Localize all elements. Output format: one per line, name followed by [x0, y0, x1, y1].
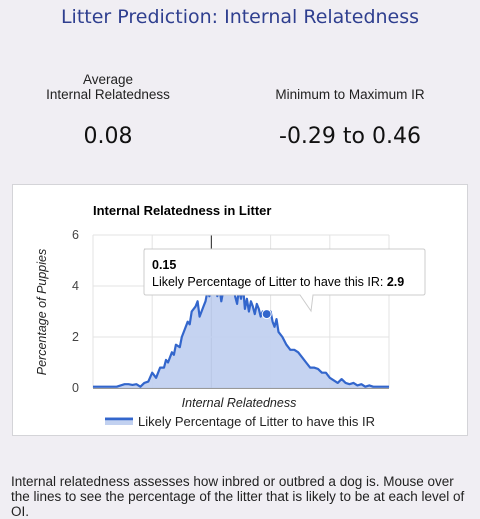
data-point[interactable]: [243, 307, 247, 311]
data-point[interactable]: [131, 383, 135, 387]
tooltip-label: Likely Percentage of Litter to have this…: [152, 275, 387, 289]
data-point[interactable]: [344, 381, 348, 385]
data-point[interactable]: [204, 299, 208, 303]
data-point[interactable]: [375, 385, 379, 389]
data-point[interactable]: [99, 385, 103, 389]
data-point[interactable]: [336, 381, 340, 385]
data-point[interactable]: [247, 310, 251, 314]
legend[interactable]: Likely Percentage of Litter to have this…: [105, 414, 375, 429]
data-point[interactable]: [127, 382, 131, 386]
data-point[interactable]: [371, 385, 375, 389]
tooltip: 0.15 Likely Percentage of Litter to have…: [143, 248, 426, 313]
average-ir-label-line2: Internal Relatedness: [46, 87, 170, 102]
data-point[interactable]: [312, 366, 316, 370]
data-point[interactable]: [308, 366, 312, 370]
y-tick-label: 6: [72, 228, 79, 242]
data-point[interactable]: [91, 385, 95, 389]
data-point[interactable]: [251, 304, 255, 308]
data-point[interactable]: [174, 343, 178, 347]
data-point[interactable]: [239, 297, 243, 301]
data-point[interactable]: [255, 302, 259, 306]
average-ir-value: 0.08: [83, 124, 133, 149]
data-point[interactable]: [107, 385, 111, 389]
data-point[interactable]: [277, 330, 281, 334]
ir-chart[interactable]: Internal Relatedness in Litter 0 2 4 6 Perc…: [13, 185, 469, 437]
data-point[interactable]: [123, 382, 127, 386]
data-point[interactable]: [359, 382, 363, 386]
data-point[interactable]: [245, 297, 249, 301]
y-tick-labels: 0 2 4 6: [72, 228, 79, 395]
chart-panel: Internal Relatedness in Litter 0 2 4 6 Perc…: [12, 184, 468, 436]
data-point[interactable]: [324, 371, 328, 375]
tooltip-box: [143, 248, 426, 313]
data-point[interactable]: [134, 382, 138, 386]
data-point[interactable]: [219, 299, 223, 303]
data-point[interactable]: [202, 304, 206, 308]
series-area: [93, 273, 389, 388]
data-point[interactable]: [146, 380, 150, 384]
data-point[interactable]: [332, 378, 336, 382]
data-point[interactable]: [284, 343, 288, 347]
data-point[interactable]: [367, 383, 371, 387]
range-ir-label: Minimum to Maximum IR: [275, 87, 425, 102]
data-point[interactable]: [166, 361, 170, 365]
data-point[interactable]: [180, 335, 184, 339]
data-point[interactable]: [257, 307, 261, 311]
average-ir-label: Average Internal Relatedness: [30, 72, 186, 102]
page-title: Litter Prediction: Internal Relatedness: [60, 6, 420, 28]
data-point[interactable]: [273, 325, 277, 329]
data-point[interactable]: [296, 350, 300, 354]
legend-swatch: [105, 417, 133, 425]
tooltip-x-value: 0.15: [152, 258, 176, 272]
data-point[interactable]: [379, 385, 383, 389]
data-point[interactable]: [328, 376, 332, 380]
range-ir-value: -0.29 to 0.46: [279, 124, 421, 149]
data-point[interactable]: [154, 376, 158, 380]
data-point[interactable]: [304, 361, 308, 365]
x-axis-label: Internal Relatedness: [182, 396, 297, 410]
data-point[interactable]: [198, 315, 202, 319]
data-point[interactable]: [235, 302, 239, 306]
data-point[interactable]: [280, 335, 284, 339]
data-point[interactable]: [352, 381, 356, 385]
average-ir-label-line1: Average: [82, 72, 134, 87]
chart-title: Internal Relatedness in Litter: [93, 203, 271, 218]
data-point[interactable]: [194, 304, 198, 308]
data-point[interactable]: [288, 348, 292, 352]
description-text: Internal relatedness assesses how inbred…: [11, 474, 465, 519]
data-point[interactable]: [271, 320, 275, 324]
data-point[interactable]: [300, 355, 304, 359]
data-point[interactable]: [158, 366, 162, 370]
data-point[interactable]: [387, 385, 391, 389]
data-point[interactable]: [320, 371, 324, 375]
data-point[interactable]: [178, 345, 182, 349]
data-point[interactable]: [249, 299, 253, 303]
data-point[interactable]: [188, 322, 192, 326]
y-tick-label: 0: [72, 381, 79, 395]
legend-label: Likely Percentage of Litter to have this…: [138, 414, 375, 429]
data-point[interactable]: [275, 317, 279, 321]
data-point[interactable]: [363, 385, 367, 389]
data-point[interactable]: [348, 382, 352, 386]
data-point[interactable]: [190, 310, 194, 314]
tooltip-y-value: 2.9: [387, 275, 404, 289]
data-point[interactable]: [355, 383, 359, 387]
data-point[interactable]: [172, 353, 176, 357]
data-point[interactable]: [150, 371, 154, 375]
tooltip-text: Likely Percentage of Litter to have this…: [152, 275, 404, 289]
y-axis-label: Percentage of Puppies: [35, 249, 49, 375]
data-point[interactable]: [115, 385, 119, 389]
data-point[interactable]: [340, 377, 344, 381]
data-point[interactable]: [162, 366, 166, 370]
y-tick-label: 4: [72, 279, 79, 293]
data-point[interactable]: [292, 348, 296, 352]
data-point[interactable]: [196, 299, 200, 303]
y-tick-label: 2: [72, 330, 79, 344]
data-point[interactable]: [253, 312, 257, 316]
data-point[interactable]: [142, 381, 146, 385]
data-point[interactable]: [138, 385, 142, 389]
data-point[interactable]: [182, 330, 186, 334]
data-point[interactable]: [316, 367, 320, 371]
highlighted-point[interactable]: [261, 309, 272, 320]
